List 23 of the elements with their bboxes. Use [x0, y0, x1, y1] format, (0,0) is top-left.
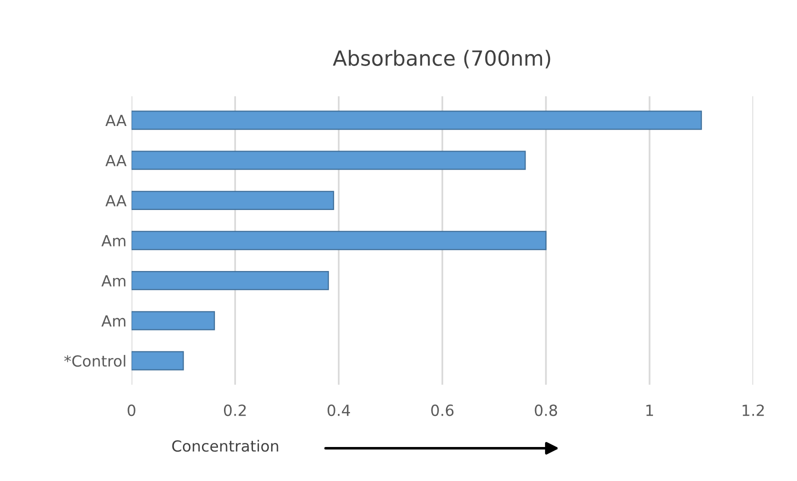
x-tick-label: 0.2 — [224, 404, 246, 416]
bar — [132, 150, 526, 170]
y-tick-label: AA — [105, 195, 127, 206]
x-tick-label: 1.2 — [742, 404, 764, 416]
x-tick-label: 0.6 — [431, 404, 454, 416]
bar — [132, 271, 329, 290]
y-tick-label: Am — [101, 315, 126, 326]
y-tick-label: Am — [101, 275, 126, 286]
chart-title: Absorbance (700nm) — [332, 50, 550, 68]
bar — [132, 351, 184, 370]
y-tick-label: Am — [101, 235, 126, 246]
bar — [132, 110, 702, 130]
y-tick-label: AA — [105, 114, 127, 126]
x-tick-label: 1 — [646, 404, 654, 416]
y-tick-label: *Control — [64, 354, 126, 367]
bar — [132, 230, 546, 250]
x-tick-label: 0 — [128, 404, 136, 416]
x-tick-label: 0.8 — [534, 404, 558, 416]
x-tick-label: 0.4 — [328, 404, 350, 416]
bar — [132, 190, 334, 210]
text: Concentration — [172, 440, 278, 452]
y-tick-label: AA — [105, 155, 127, 166]
bar — [132, 311, 215, 330]
